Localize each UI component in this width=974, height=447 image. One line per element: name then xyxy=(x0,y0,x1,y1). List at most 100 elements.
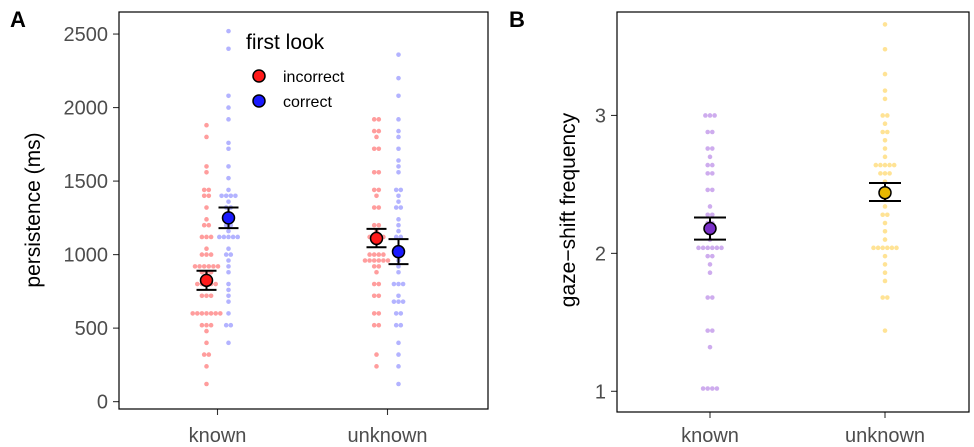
data-point-incorrect xyxy=(201,352,207,357)
data-point-unknown xyxy=(882,154,888,160)
data-point-correct xyxy=(396,217,401,222)
data-point-incorrect xyxy=(208,311,214,316)
data-point-correct xyxy=(226,28,231,34)
data-point-incorrect xyxy=(371,293,377,299)
data-point-unknown xyxy=(878,171,883,176)
panel-a-frame xyxy=(118,11,489,410)
data-point-correct xyxy=(228,252,234,257)
data-point-known xyxy=(705,162,710,168)
data-point-incorrect xyxy=(204,311,209,316)
y-tick-label: 2500 xyxy=(64,24,109,46)
data-point-incorrect xyxy=(204,322,209,328)
data-point-correct xyxy=(226,187,231,193)
data-point-correct xyxy=(396,193,401,199)
data-point-known xyxy=(705,129,710,135)
data-point-correct xyxy=(226,228,231,234)
data-point-correct xyxy=(396,75,401,81)
data-point-incorrect xyxy=(199,322,205,328)
data-point-correct xyxy=(228,193,234,199)
data-point-known xyxy=(705,245,710,251)
data-point-correct xyxy=(396,340,401,346)
data-point-known xyxy=(707,204,713,209)
y-tick-label: 2000 xyxy=(64,98,109,120)
data-point-incorrect xyxy=(376,222,382,228)
data-point-known xyxy=(705,146,710,151)
data-point-incorrect xyxy=(371,311,377,316)
data-point-correct xyxy=(393,234,399,240)
data-point-correct xyxy=(396,164,401,169)
data-point-correct xyxy=(235,234,240,240)
data-point-incorrect xyxy=(371,281,377,287)
legend-label-correct: correct xyxy=(283,94,332,111)
data-point-incorrect xyxy=(195,311,200,316)
data-point-incorrect xyxy=(199,252,205,257)
data-point-known xyxy=(712,113,717,118)
data-point-unknown xyxy=(882,162,888,168)
data-point-correct xyxy=(228,322,234,328)
data-point-known xyxy=(710,295,715,300)
data-point-known xyxy=(710,146,715,151)
data-point-correct xyxy=(396,169,401,175)
data-point-unknown xyxy=(882,270,888,275)
data-point-correct xyxy=(396,128,401,134)
data-point-correct xyxy=(396,281,401,287)
x-tick-label: unknown xyxy=(347,425,427,447)
data-point-unknown xyxy=(882,46,888,52)
data-point-known xyxy=(705,171,710,176)
data-point-unknown xyxy=(878,162,883,168)
data-point-incorrect xyxy=(206,187,212,193)
data-point-correct xyxy=(226,258,231,263)
y-tick-label: 1500 xyxy=(64,171,109,193)
data-point-correct xyxy=(396,146,401,152)
data-point-correct xyxy=(226,146,231,152)
data-point-incorrect xyxy=(376,252,382,257)
panel-a: A persistence (ms) 05001000150020002500 … xyxy=(10,7,489,447)
panel-b-y-axis: 1 2 3 xyxy=(595,105,617,403)
data-point-incorrect xyxy=(376,187,382,193)
data-point-incorrect xyxy=(371,146,377,152)
data-point-known xyxy=(707,270,713,275)
data-point-incorrect xyxy=(371,252,377,257)
data-point-unknown xyxy=(882,328,888,333)
data-point-known xyxy=(700,245,706,251)
data-point-correct xyxy=(226,105,231,110)
x-tick-label: unknown xyxy=(845,425,925,447)
data-point-unknown xyxy=(885,113,890,118)
data-point-correct xyxy=(226,340,231,346)
data-point-incorrect xyxy=(199,234,205,240)
data-point-correct xyxy=(226,46,231,52)
data-point-correct xyxy=(391,299,397,304)
data-point-incorrect xyxy=(208,322,214,328)
data-point-known xyxy=(710,212,715,218)
data-point-incorrect xyxy=(192,264,198,269)
legend: first look incorrect correct xyxy=(246,31,345,111)
data-point-incorrect xyxy=(204,246,209,252)
data-point-correct xyxy=(217,234,222,240)
x-tick-label: known xyxy=(681,425,739,447)
data-point-correct xyxy=(396,381,401,387)
data-point-known xyxy=(705,328,710,333)
data-point-unknown xyxy=(885,295,890,300)
data-point-known xyxy=(705,253,710,259)
data-point-correct xyxy=(400,299,406,304)
data-point-incorrect xyxy=(371,169,377,175)
data-point-incorrect xyxy=(374,269,379,275)
data-point-incorrect xyxy=(376,146,382,152)
data-point-incorrect xyxy=(371,205,377,210)
data-point-incorrect xyxy=(204,252,209,257)
x-tick-label: known xyxy=(189,425,247,447)
data-point-known xyxy=(710,129,715,135)
data-point-unknown xyxy=(880,245,885,251)
data-point-correct xyxy=(226,164,231,169)
data-point-incorrect xyxy=(374,134,379,140)
data-point-unknown xyxy=(894,245,899,251)
data-point-incorrect xyxy=(376,311,382,316)
data-point-unknown xyxy=(882,204,888,209)
legend-label-incorrect: incorrect xyxy=(283,69,345,86)
data-point-incorrect xyxy=(190,311,195,316)
data-point-correct xyxy=(398,205,404,210)
data-point-correct xyxy=(396,93,401,99)
data-point-unknown xyxy=(885,129,890,135)
data-point-correct xyxy=(226,281,231,287)
mean-point-correct xyxy=(221,211,236,225)
